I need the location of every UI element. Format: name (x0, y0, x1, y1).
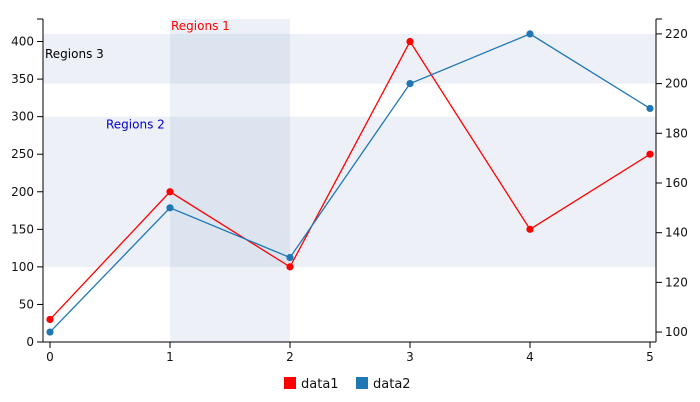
y2-tick-label-120: 120 (665, 275, 688, 289)
series-data1-point-4 (526, 225, 534, 233)
region-1-label: Regions 1 (171, 19, 230, 33)
series-data1-point-1 (166, 188, 174, 196)
series-data2-line (49, 33, 651, 333)
y-tick-label-50: 50 (19, 297, 34, 311)
series-data1-point-5 (646, 150, 654, 158)
series-data2-point-1 (166, 204, 174, 212)
y2-tick-label-180: 180 (665, 126, 688, 140)
y-tick-label-350: 350 (11, 72, 34, 86)
series-data1-point-2 (286, 263, 294, 271)
region-3-band (43, 33, 656, 84)
x-tick-label-0: 0 (46, 350, 54, 364)
x-tick-label-1: 1 (166, 350, 174, 364)
series-data1-point-3 (406, 37, 414, 46)
legend-item-data1: data1 (284, 377, 339, 392)
y-tick-label-100: 100 (11, 260, 34, 274)
series-data1-line (49, 40, 651, 320)
series-data2-point-0 (46, 328, 54, 336)
legend-label-data1: data1 (301, 377, 339, 392)
series-layer (46, 30, 654, 336)
regions-layer (43, 19, 656, 342)
y-tick-label-200: 200 (11, 185, 34, 199)
region-3-label: Regions 3 (45, 47, 104, 61)
x-tick-label-2: 2 (286, 350, 294, 364)
x-tick-label-5: 5 (646, 350, 654, 364)
legend-item-data2: data2 (356, 377, 411, 392)
region-2-band (43, 116, 656, 267)
x-tick-label-3: 3 (406, 350, 414, 364)
legend-label-data2: data2 (373, 377, 411, 392)
legend: data1 data2 (284, 377, 411, 392)
y2-tick-label-220: 220 (665, 27, 688, 41)
series-data2-point-2 (286, 253, 294, 262)
region-1-band (170, 19, 290, 342)
y2-tick-label-140: 140 (665, 226, 688, 240)
y-tick-label-150: 150 (11, 222, 34, 236)
x-tick-label-4: 4 (526, 350, 534, 364)
region-labels-layer: Regions 1 Regions 2 Regions 3 (45, 19, 230, 132)
series-data2-point-5 (646, 104, 654, 113)
y-tick-label-400: 400 (11, 35, 34, 49)
y-tick-label-0: 0 (26, 335, 34, 349)
legend-swatch-data2 (356, 377, 368, 389)
y2-tick-label-160: 160 (665, 176, 688, 190)
region-2-label: Regions 2 (106, 118, 165, 132)
y-tick-label-250: 250 (11, 147, 34, 161)
axes-layer: 0 1 2 3 4 50501001502002503003504001001201401… (11, 18, 688, 364)
series-data2-point-3 (406, 80, 414, 88)
y-tick-label-300: 300 (11, 110, 34, 124)
y2-tick-label-200: 200 (665, 77, 688, 91)
series-data2-point-4 (526, 30, 534, 38)
legend-swatch-data1 (284, 377, 296, 389)
series-data1-point-0 (46, 315, 54, 324)
y2-tick-label-100: 100 (665, 325, 688, 339)
